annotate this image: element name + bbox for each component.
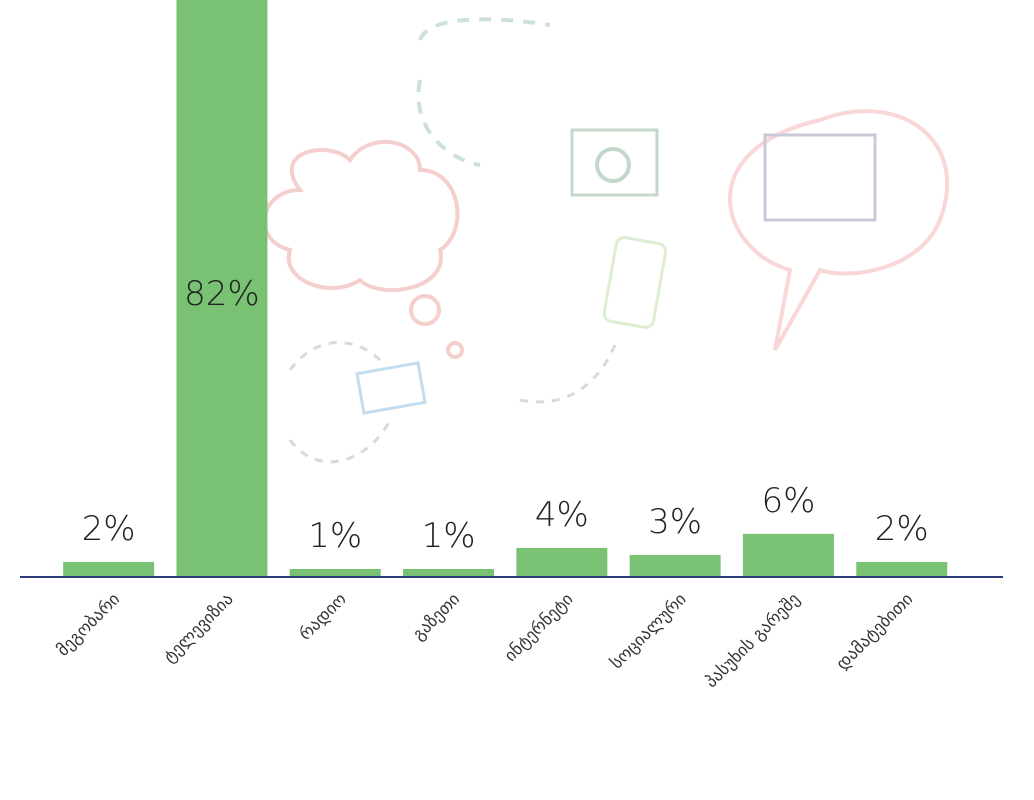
value-label: 6%: [761, 481, 815, 521]
x-tick-label: რადიო: [295, 589, 350, 644]
value-label: 2%: [82, 509, 136, 549]
value-label: 1%: [422, 516, 476, 556]
bar: [176, 0, 268, 576]
x-tick-label: გაზეთი: [409, 589, 464, 644]
bar: [742, 533, 834, 576]
x-tick-label: ინტერნეტი: [501, 589, 578, 666]
bar: [856, 561, 948, 576]
background-decoration: [262, 17, 950, 464]
bar: [289, 568, 381, 576]
value-label: 3%: [648, 502, 702, 542]
value-label: 82%: [184, 274, 260, 314]
x-tick-label: მეგობარი: [53, 589, 124, 660]
bar: [403, 568, 495, 576]
value-label: 2%: [875, 509, 929, 549]
bar: [63, 561, 155, 576]
x-tick-label: დამატებითი: [833, 589, 918, 674]
bar: [516, 547, 608, 576]
x-tick-label: ტელევიზია: [160, 589, 238, 667]
value-label: 4%: [535, 495, 589, 535]
value-label: 1%: [308, 516, 362, 556]
x-tick-label: სოციალური: [607, 589, 691, 673]
x-tick-label: პასუხის გარეშე: [701, 589, 804, 692]
bar: [629, 554, 721, 576]
